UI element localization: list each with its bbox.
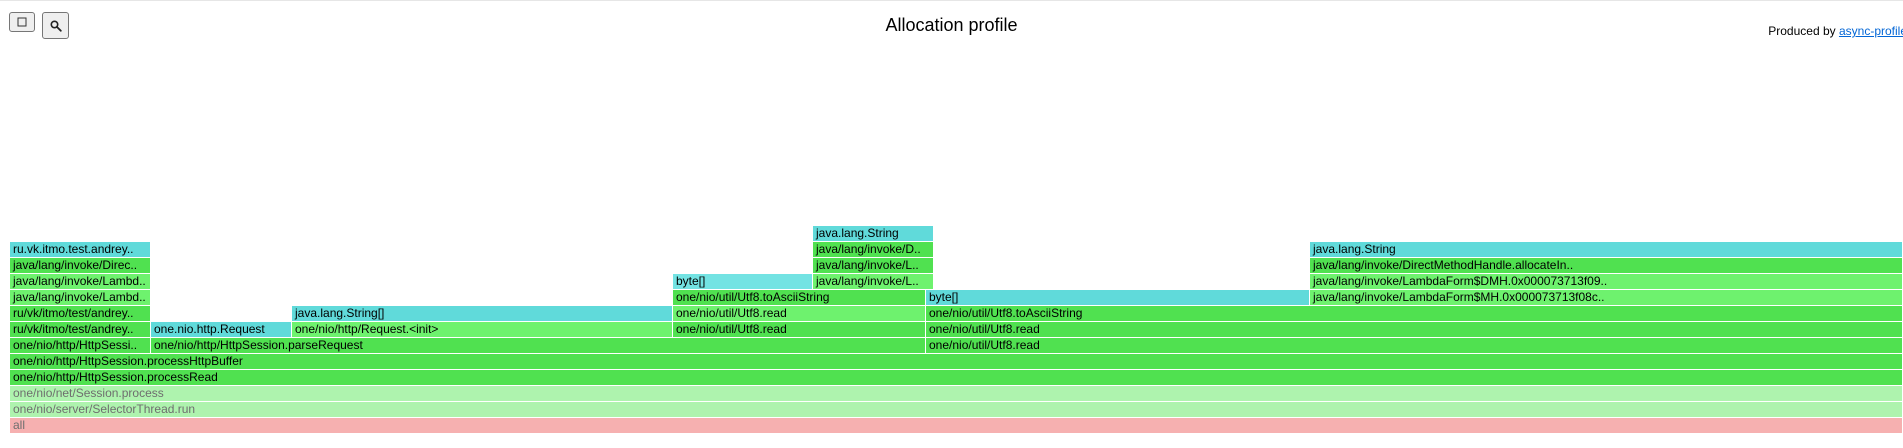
flame-frame[interactable]: one/nio/util/Utf8.read — [926, 338, 1903, 353]
flame-frame[interactable]: byte[] — [926, 290, 1310, 305]
reverse-button[interactable] — [9, 12, 35, 32]
flame-frame[interactable]: java.lang.String — [1310, 242, 1903, 257]
flame-frame[interactable]: java/lang/invoke/L.. — [813, 274, 934, 289]
flame-frame[interactable]: java.lang.String — [813, 226, 934, 241]
flame-frame[interactable]: one/nio/http/Request.<init> — [292, 322, 673, 337]
search-icon — [49, 19, 62, 32]
flame-frame[interactable]: ru.vk.itmo.test.andrey.. — [10, 242, 151, 257]
flame-frame[interactable]: one/nio/util/Utf8.read — [673, 306, 926, 321]
async-profiler-link[interactable]: async-profiler — [1838, 24, 1903, 38]
produced-by: Produced by async-profiler — [1768, 23, 1903, 39]
flame-frame[interactable]: java/lang/invoke/DirectMethodHandle.allo… — [1310, 258, 1903, 273]
flame-frame[interactable]: java/lang/invoke/Direc.. — [10, 258, 151, 273]
flame-frame[interactable]: java/lang/invoke/LambdaForm$MH.0x0000737… — [1310, 290, 1903, 305]
produced-by-label: Produced by — [1768, 24, 1839, 38]
flame-frame[interactable]: one.nio.http.Request — [151, 322, 292, 337]
flame-frame[interactable]: one/nio/net/Session.process — [10, 386, 1903, 401]
flame-frame[interactable]: ru/vk/itmo/test/andrey.. — [10, 306, 151, 321]
flame-frame[interactable]: java/lang/invoke/D.. — [813, 242, 934, 257]
flame-frame[interactable]: one/nio/util/Utf8.read — [673, 322, 926, 337]
flame-frame[interactable]: one/nio/util/Utf8.toAsciiString — [673, 290, 926, 305]
page-title: Allocation profile — [885, 15, 1018, 35]
flame-frame[interactable]: all — [10, 418, 1903, 433]
top-divider — [0, 0, 1903, 1]
flame-frame[interactable]: one/nio/http/HttpSession.processHttpBuff… — [10, 354, 1903, 369]
flame-frame[interactable]: one/nio/http/HttpSession.parseRequest — [151, 338, 926, 353]
flame-frame[interactable]: one/nio/util/Utf8.read — [926, 322, 1903, 337]
flame-frame[interactable]: java/lang/invoke/Lambd.. — [10, 274, 151, 289]
flame-frame[interactable]: one/nio/http/HttpSessi.. — [10, 338, 151, 353]
search-button[interactable] — [42, 12, 69, 39]
flame-frame[interactable]: ru/vk/itmo/test/andrey.. — [10, 322, 151, 337]
flame-frame[interactable]: one/nio/http/HttpSession.processRead — [10, 370, 1903, 385]
reverse-icon — [17, 17, 27, 27]
flame-frame[interactable]: java/lang/invoke/Lambd.. — [10, 290, 151, 305]
flame-frame[interactable]: one/nio/server/SelectorThread.run — [10, 402, 1903, 417]
flame-frame[interactable]: one/nio/util/Utf8.toAsciiString — [926, 306, 1903, 321]
flame-frame[interactable]: byte[] — [673, 274, 813, 289]
flame-frame[interactable]: java.lang.String[] — [292, 306, 673, 321]
flame-frame[interactable]: java/lang/invoke/LambdaForm$DMH.0x000073… — [1310, 274, 1903, 289]
flame-frame[interactable]: java/lang/invoke/L.. — [813, 258, 934, 273]
